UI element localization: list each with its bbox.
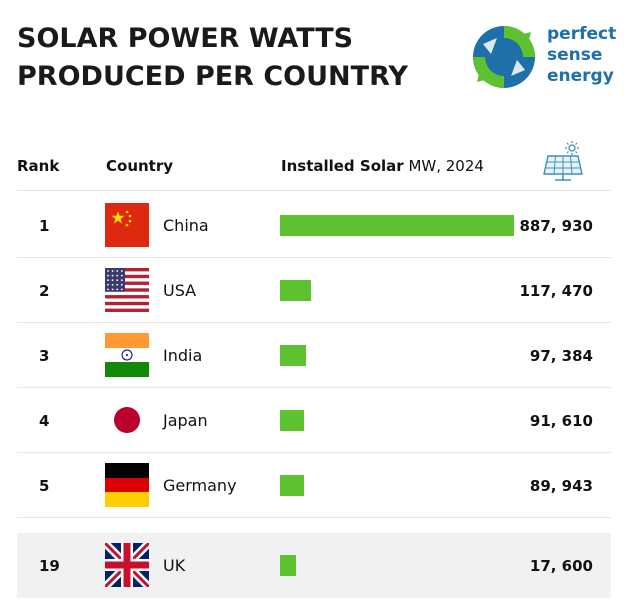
row-divider [17, 452, 611, 453]
row-divider [17, 257, 611, 258]
column-header-solar: Installed Solar MW, 2024 [281, 157, 484, 175]
column-header-solar-unit: MW, 2024 [408, 157, 484, 175]
country-label: Germany [163, 476, 237, 495]
rank-label: 19 [39, 556, 60, 575]
country-label: China [163, 216, 209, 235]
table-row: 4 Japan 91, 610 [17, 388, 611, 453]
table-row: 3 India 97, 384 [17, 323, 611, 388]
page-title: SOLAR POWER WATTS PRODUCED PER COUNTRY [17, 20, 408, 96]
country-label: USA [163, 281, 197, 300]
bar-uk [280, 555, 296, 576]
japan-flag-icon [105, 398, 149, 442]
value-label: 91, 610 [529, 411, 593, 430]
country-label: India [163, 346, 203, 365]
value-label: 117, 470 [519, 281, 593, 300]
header-divider [17, 190, 611, 191]
column-header-rank: Rank [17, 157, 60, 175]
row-divider [17, 322, 611, 323]
table-row: 5 Germany 89, 943 [17, 453, 611, 518]
rank-label: 5 [39, 476, 50, 495]
bar-germany [280, 475, 304, 496]
country-label: UK [163, 556, 186, 575]
row-divider [17, 517, 611, 518]
country-label: Japan [163, 411, 208, 430]
uk-flag-icon [105, 543, 149, 587]
germany-flag-icon [105, 463, 149, 507]
rank-label: 2 [39, 281, 50, 300]
value-label: 17, 600 [529, 556, 593, 575]
bar-india [280, 345, 306, 366]
rank-label: 4 [39, 411, 50, 430]
usa-flag-icon [105, 268, 149, 312]
table-row: 19 UK 17, 600 [17, 533, 611, 598]
title-line-1: SOLAR POWER WATTS [17, 23, 354, 54]
logo-line-2: sense [547, 45, 603, 65]
logo-line-3: energy [547, 66, 614, 86]
india-flag-icon [105, 333, 149, 377]
rank-label: 1 [39, 216, 50, 235]
row-divider [17, 387, 611, 388]
column-header-solar-label: Installed Solar [281, 157, 404, 175]
logo-wordmark: perfect sense energy [547, 24, 616, 87]
value-label: 97, 384 [529, 346, 593, 365]
table-row: 2 USA 117, 470 [17, 258, 611, 323]
value-label: 887, 930 [519, 216, 593, 235]
bar-usa [280, 280, 311, 301]
bar-japan [280, 410, 304, 431]
column-header-country: Country [106, 157, 174, 175]
brand-logo: perfect sense energy [469, 22, 619, 98]
bar-china [280, 215, 514, 236]
china-flag-icon [105, 203, 149, 247]
value-label: 89, 943 [529, 476, 593, 495]
logo-line-1: perfect [547, 24, 617, 44]
solar-panel-icon [543, 141, 583, 181]
recycle-arrows-logo-icon [473, 26, 535, 88]
table-row: 1 China 887, 930 [17, 193, 611, 258]
title-line-2: PRODUCED PER COUNTRY [17, 61, 408, 92]
rank-label: 3 [39, 346, 50, 365]
